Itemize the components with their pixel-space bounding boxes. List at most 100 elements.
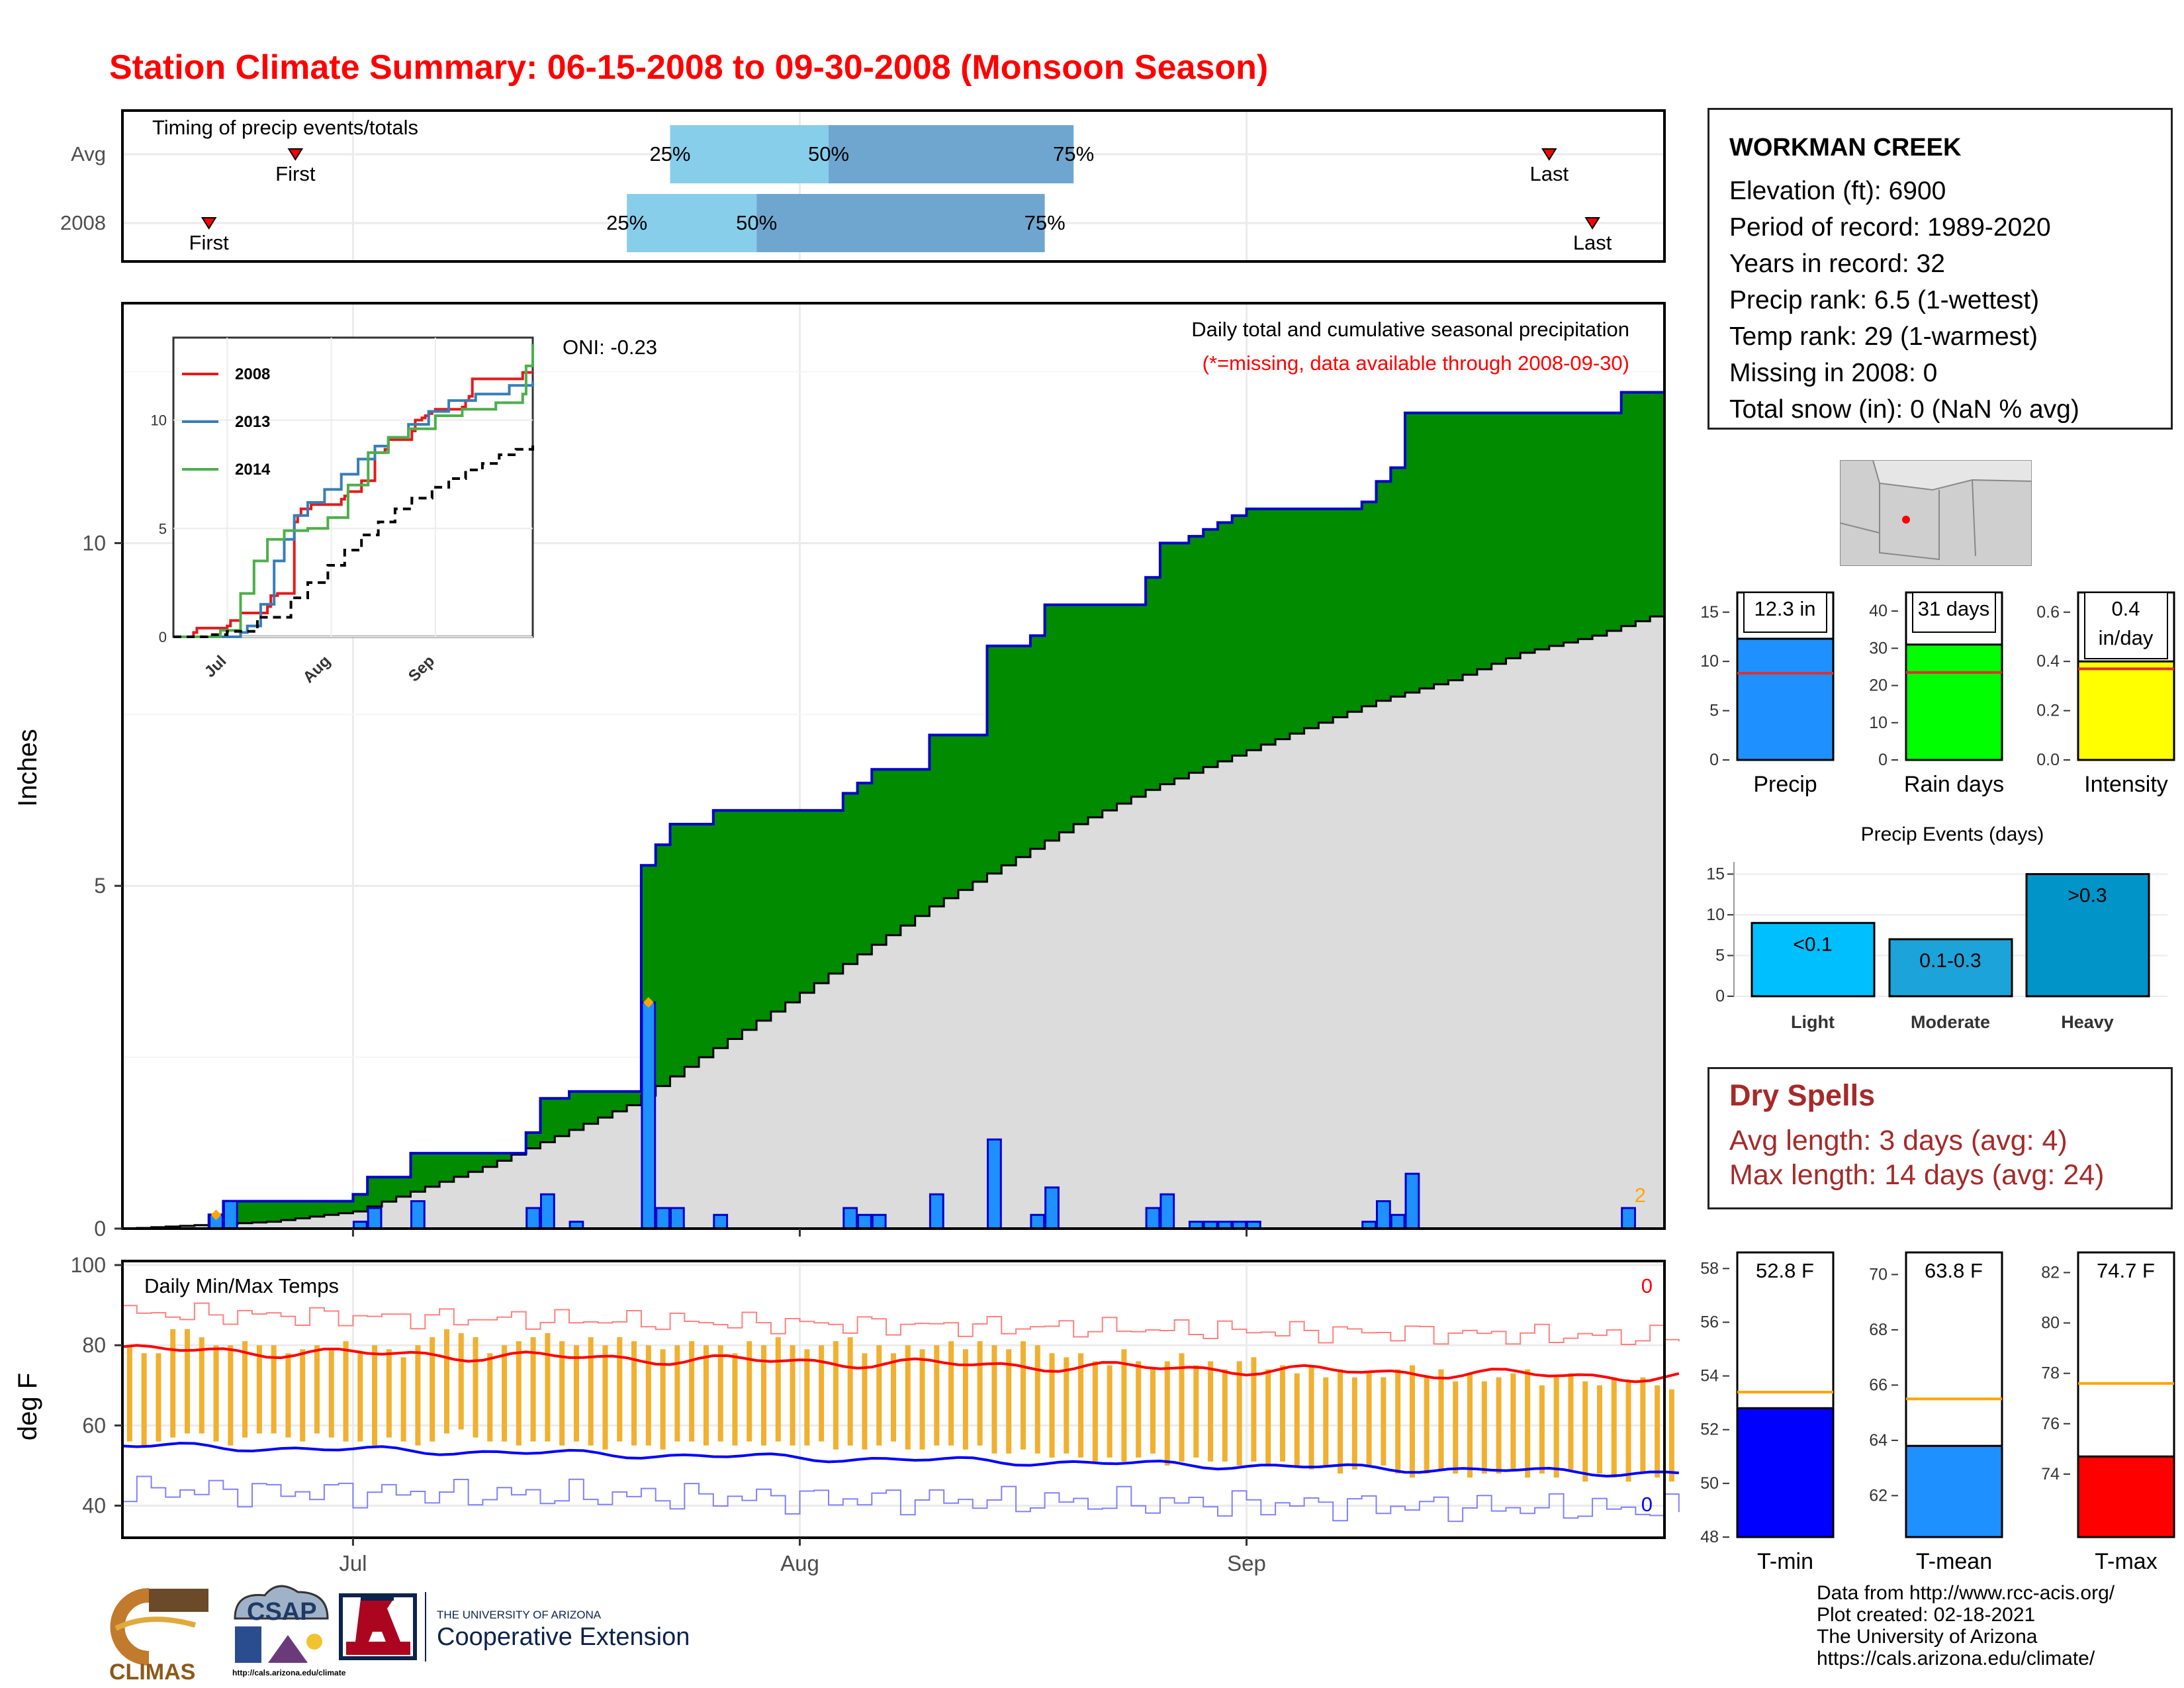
logos: CLIMAS CSAP http://cals.arizona.edu/clim… (109, 1585, 690, 1685)
daily-temp-range-bar (487, 1353, 493, 1442)
daily-temp-range-bar (1092, 1361, 1098, 1462)
inset-legend-label: 2013 (235, 413, 270, 431)
daily-temp-range-bar (530, 1337, 536, 1442)
daily-precip-bar (525, 1207, 541, 1230)
daily-temp-range-bar (1078, 1353, 1084, 1458)
daily-temp-range-bar (1279, 1365, 1285, 1462)
average-cumulative-line (122, 612, 1666, 1230)
station-info-line: Elevation (ft): 6900 (1729, 177, 1946, 205)
timing-row-label: 2008 (60, 211, 106, 234)
x-tick-label: Sep (1227, 1551, 1266, 1575)
daily-temp-range-bar (228, 1345, 234, 1446)
cumulative-2008-line (122, 391, 1666, 1230)
daily-temp-range-bar (141, 1353, 147, 1446)
csap-text: CSAP (247, 1598, 317, 1626)
station-info-line: Period of record: 1989-2020 (1729, 213, 2051, 242)
y-tick-label: 0 (94, 1217, 106, 1241)
temp-summary-t-mean-label: T-mean (1916, 1549, 1992, 1574)
daily-temp-range-bar (1308, 1365, 1314, 1470)
summary-intensity-value-box (2084, 592, 2168, 659)
tick-label: 10 (1706, 906, 1725, 924)
y-tick-label: 5 (94, 874, 106, 898)
daily-temp-range-bar (674, 1345, 680, 1442)
tick-label: 66 (1869, 1376, 1888, 1394)
tick-label: 50 (1700, 1474, 1719, 1493)
tick-label: 52 (1700, 1421, 1719, 1439)
daily-temp-range-bar (1136, 1361, 1142, 1458)
inset-series-average (173, 442, 534, 638)
daily-temp-range-bar (1381, 1377, 1387, 1466)
tick-label: 82 (2041, 1263, 2060, 1282)
daily-temp-range-bar (717, 1345, 723, 1442)
daily-temp-range-bar (400, 1357, 406, 1442)
daily-temp-range-bar (1265, 1369, 1271, 1466)
timing-first-marker (287, 148, 304, 161)
daily-precip-bar (641, 1001, 657, 1230)
locator-map (1840, 460, 2032, 566)
daily-temp-range-bar (660, 1349, 666, 1450)
daily-temp-range-bar (1625, 1381, 1631, 1482)
daily-temp-range-bar (372, 1345, 378, 1446)
daily-temp-range-bar (948, 1341, 954, 1446)
timing-q50-label: 50% (808, 142, 849, 165)
event-category-label: Light (1791, 1012, 1835, 1032)
daily-temp-range-bar (891, 1353, 896, 1442)
daily-precip-bar (987, 1138, 1002, 1230)
oni-label: ONI: -0.23 (563, 336, 657, 359)
credits: Data from http://www.rcc-acis.org/Plot c… (1817, 1582, 2115, 1669)
daily-temp-range-bar (991, 1345, 997, 1454)
inset-series-2014 (173, 344, 534, 638)
event-bar-label: <0.1 (1793, 933, 1832, 955)
temp-summary-t-mean-value-bar (1905, 1444, 2003, 1538)
daily-temp-range-bar (1510, 1373, 1516, 1470)
summary-precip-label: Precip (1753, 772, 1817, 797)
daily-temp-range-bar (1409, 1365, 1415, 1478)
daily-temp-range-bar (357, 1353, 363, 1442)
daily-temp-range-bar (343, 1341, 349, 1442)
daily-temp-range-bar (1164, 1361, 1170, 1466)
daily-temp-range-bar (645, 1345, 651, 1446)
tick-label: 0.6 (2036, 603, 2060, 622)
station-info-line: Precip rank: 6.5 (1-wettest) (1729, 286, 2040, 314)
daily-temp-range-bar (516, 1341, 522, 1446)
inset-x-tick-label: Jul (201, 652, 230, 681)
event-bar-label: >0.3 (2068, 884, 2107, 906)
daily-temp-range-bar (588, 1337, 594, 1446)
daily-temp-range-bar (545, 1333, 551, 1442)
tick-label: 80 (2041, 1314, 2060, 1333)
y-tick-label: 100 (71, 1253, 106, 1277)
summary-rain-days-value-box (1912, 592, 1996, 633)
daily-precip-bar (367, 1207, 383, 1230)
daily-temp-range-bar (934, 1345, 940, 1446)
temps-label: Daily Min/Max Temps (144, 1274, 339, 1297)
daily-temp-range-bar (1539, 1385, 1545, 1474)
inset-x-tick-label: Aug (300, 652, 334, 686)
daily-temp-range-bar (689, 1341, 695, 1442)
daily-temp-range-bar (328, 1349, 334, 1438)
credit-line: https://cals.arizona.edu/climate/ (1817, 1648, 2095, 1669)
timing-bar-50-75 (829, 125, 1074, 183)
daily-temp-range-bar (1006, 1349, 1012, 1454)
precip-events-chart: Precip Events (days) 0 5 10 15 <0.1 Light 0.1-0… (1706, 823, 2167, 1032)
daily-precip-bar (929, 1193, 944, 1230)
daily-precip-bar (222, 1200, 238, 1230)
inset-legend-label: 2008 (235, 365, 270, 383)
daily-temp-range-bar (1525, 1369, 1531, 1478)
daily-temp-range-bar (602, 1345, 608, 1450)
x-tick-label: Aug (780, 1551, 819, 1575)
temp-summary-t-max-value-bar (2077, 1455, 2175, 1538)
daily-temp-range-bar (876, 1345, 882, 1446)
daily-precip-bar (1044, 1186, 1060, 1230)
timing-label: Timing of precip events/totals (152, 116, 418, 139)
station-info-line: Years in record: 32 (1729, 250, 1945, 278)
daily-temp-range-bar (1351, 1377, 1357, 1470)
temps-ylabel: deg F (13, 1373, 42, 1440)
event-bar-moderate (1888, 938, 2013, 998)
temps-min-missing: 0 (1641, 1493, 1653, 1516)
daily-temp-range-bar (1323, 1377, 1329, 1466)
daily-precip-bar (857, 1213, 872, 1230)
daily-temp-range-bar (747, 1341, 752, 1442)
event-bar-label: 0.1-0.3 (1919, 950, 1981, 972)
average-min-line (122, 1442, 1679, 1478)
daily-temp-range-bar (300, 1349, 306, 1442)
